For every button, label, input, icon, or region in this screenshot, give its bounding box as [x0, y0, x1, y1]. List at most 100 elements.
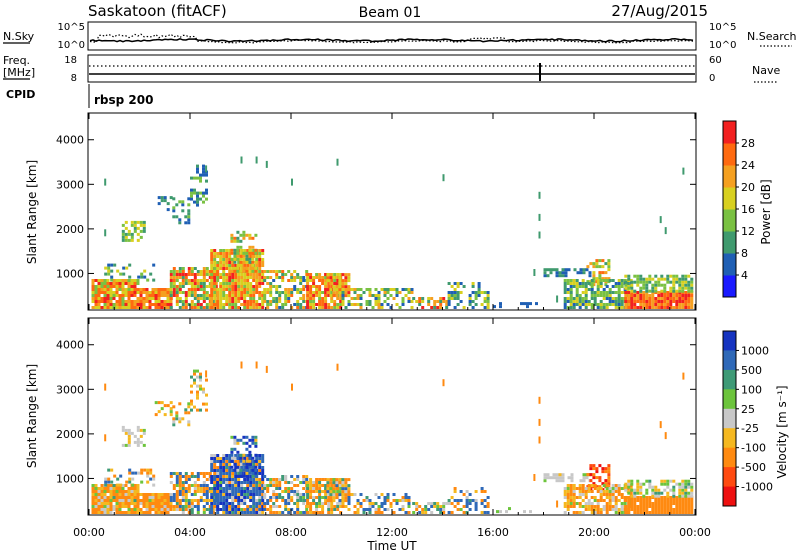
scatter-cell — [607, 265, 611, 269]
scatter-cell — [690, 508, 694, 511]
scatter-cell — [592, 467, 596, 471]
scatter-cell — [347, 496, 351, 499]
scatter-cell — [296, 475, 300, 478]
scatter-cell — [216, 490, 220, 493]
scatter-cell — [269, 303, 273, 306]
scatter-cell — [284, 273, 288, 276]
scatter-cell — [672, 306, 676, 309]
scatter-cell — [242, 453, 246, 457]
scatter-cell — [639, 508, 643, 511]
scatter-cell — [564, 268, 568, 272]
scatter-cell — [633, 297, 637, 300]
scatter-cell — [445, 303, 449, 306]
scatter-cell — [110, 278, 114, 282]
scatter-cell — [163, 199, 167, 203]
scatter-cell — [572, 496, 576, 499]
scatter-cell — [459, 490, 463, 493]
scatter-cell — [151, 499, 155, 502]
scatter-cell — [140, 480, 144, 484]
scatter-cell — [205, 165, 208, 173]
scatter-cell — [281, 511, 285, 514]
scatter-cell — [309, 297, 313, 300]
scatter-cell — [222, 264, 226, 267]
scatter-cell — [103, 288, 107, 291]
scatter-cell — [617, 285, 621, 288]
scatter-cell — [284, 508, 288, 511]
scatter-cell — [196, 170, 199, 174]
scatter-cell — [353, 291, 357, 294]
scatter-cell — [248, 438, 252, 442]
scatter-cell — [657, 491, 661, 495]
scatter-cell — [678, 488, 682, 492]
scatter-cell — [151, 297, 155, 300]
scatter-cell — [581, 490, 585, 493]
scatter-cell — [255, 285, 259, 288]
scatter-cell — [228, 267, 232, 270]
scatter-cell — [210, 487, 214, 490]
scatter-cell — [645, 300, 649, 303]
scatter-cell — [663, 294, 667, 297]
scatter-cell — [526, 305, 529, 309]
scatter-cell — [639, 491, 643, 495]
scatter-cell — [261, 499, 265, 502]
scatter-cell — [433, 505, 437, 508]
scatter-cell — [261, 273, 265, 276]
scatter-cell — [236, 468, 240, 472]
scatter-cell — [210, 306, 214, 309]
scatter-cell — [181, 276, 185, 279]
scatter-cell — [660, 479, 664, 483]
scatter-cell — [154, 511, 158, 514]
scatter-cell — [486, 511, 490, 514]
scatter-cell — [611, 303, 615, 306]
scatter-cell — [136, 496, 140, 499]
scatter-cell — [657, 306, 661, 309]
scatter-cell — [442, 508, 446, 511]
scatter-cell — [410, 306, 414, 309]
scatter-cell — [225, 297, 229, 300]
scatter-cell — [130, 291, 134, 294]
scatter-cell — [237, 499, 241, 502]
scatter-cell — [546, 473, 550, 477]
scatter-cell — [91, 508, 95, 511]
scatter-cell — [401, 496, 405, 499]
scatter-cell — [318, 484, 322, 487]
scatter-cell — [596, 499, 600, 502]
scatter-cell — [605, 285, 609, 288]
scatter-cell — [607, 482, 611, 486]
scatter-cell — [213, 487, 217, 490]
scatter-cell — [193, 493, 197, 496]
scatter-cell — [663, 289, 667, 293]
scatter-cell — [222, 463, 226, 466]
scatter-cell — [608, 499, 612, 502]
scatter-cell — [453, 306, 457, 309]
scatter-cell — [563, 496, 567, 499]
scatter-cell — [338, 478, 342, 482]
scatter-cell — [249, 294, 253, 297]
scatter-cell — [136, 493, 140, 496]
scatter-cell — [312, 303, 316, 306]
scatter-cell — [196, 487, 200, 490]
scatter-cell — [237, 472, 241, 475]
scatter-cell — [599, 279, 603, 282]
scatter-cell — [222, 303, 226, 306]
scatter-cell — [395, 499, 399, 502]
scatter-cell — [152, 474, 156, 478]
scatter-cell — [555, 268, 559, 272]
scatter-cell — [103, 294, 107, 297]
scatter-cell — [318, 273, 322, 276]
scatter-cell — [124, 306, 128, 309]
scatter-cell — [275, 496, 279, 499]
scatter-cell — [630, 283, 634, 287]
scatter-cell — [584, 294, 588, 297]
scatter-cell — [216, 270, 220, 273]
scatter-cell — [687, 300, 691, 303]
scatter-cell — [228, 264, 232, 267]
scatter-cell — [210, 469, 214, 472]
scatter-cell — [617, 288, 621, 291]
scatter-cell — [401, 300, 405, 303]
scatter-cell — [243, 508, 247, 511]
scatter-cell — [184, 306, 188, 309]
scatter-cell — [330, 511, 334, 514]
scatter-cell — [166, 297, 170, 300]
scatter-cell — [94, 285, 98, 288]
